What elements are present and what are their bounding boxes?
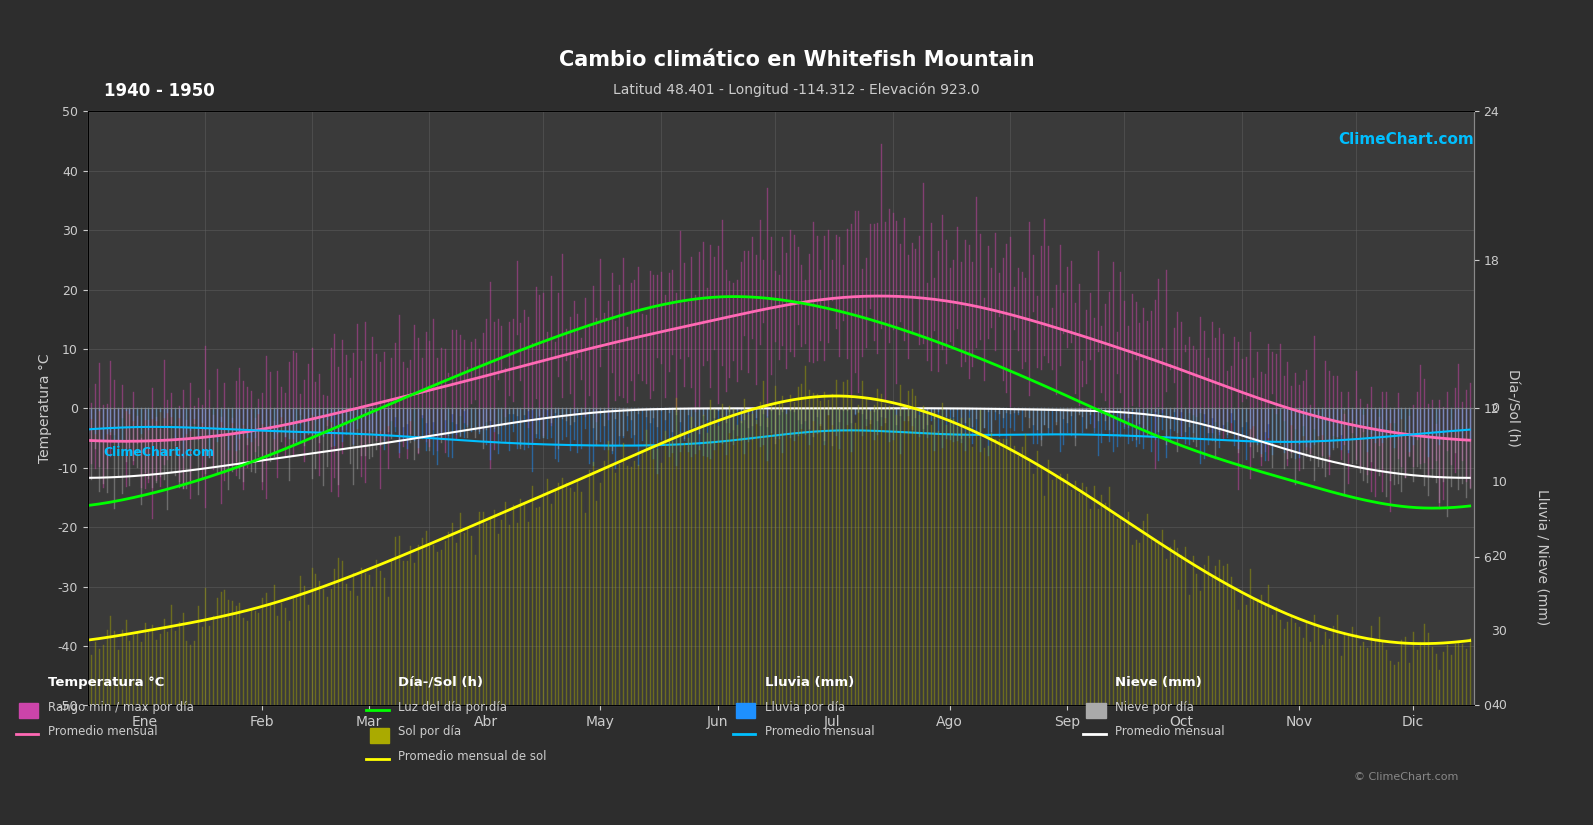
- Y-axis label: Día-/Sol (h): Día-/Sol (h): [1505, 370, 1520, 447]
- Text: Lluvia por día: Lluvia por día: [765, 700, 844, 714]
- Text: Luz del día por día: Luz del día por día: [398, 700, 507, 714]
- Text: Temperatura °C: Temperatura °C: [48, 676, 164, 689]
- Text: Lluvia (mm): Lluvia (mm): [765, 676, 854, 689]
- Y-axis label: Temperatura °C: Temperatura °C: [38, 354, 53, 463]
- Text: 20: 20: [1491, 550, 1507, 563]
- Text: 0: 0: [1491, 402, 1499, 415]
- Text: © ClimeChart.com: © ClimeChart.com: [1354, 771, 1459, 781]
- Text: Nieve por día: Nieve por día: [1115, 700, 1195, 714]
- Text: 30: 30: [1491, 625, 1507, 638]
- Text: ClimeChart.com: ClimeChart.com: [104, 446, 215, 459]
- Text: ClimeChart.com: ClimeChart.com: [1338, 132, 1474, 147]
- Text: Rango min / max por día: Rango min / max por día: [48, 700, 194, 714]
- Text: Promedio mensual de sol: Promedio mensual de sol: [398, 750, 546, 763]
- Text: Promedio mensual: Promedio mensual: [765, 725, 875, 738]
- Text: Nieve (mm): Nieve (mm): [1115, 676, 1201, 689]
- Text: 10: 10: [1491, 476, 1507, 489]
- Text: Cambio climático en Whitefish Mountain: Cambio climático en Whitefish Mountain: [559, 50, 1034, 69]
- Text: Día-/Sol (h): Día-/Sol (h): [398, 676, 483, 689]
- Text: Sol por día: Sol por día: [398, 725, 462, 738]
- Text: Lluvia / Nieve (mm): Lluvia / Nieve (mm): [1536, 488, 1550, 625]
- Text: Promedio mensual: Promedio mensual: [48, 725, 158, 738]
- Text: Promedio mensual: Promedio mensual: [1115, 725, 1225, 738]
- Text: 1940 - 1950: 1940 - 1950: [104, 82, 215, 101]
- Text: 40: 40: [1491, 699, 1507, 712]
- Text: Latitud 48.401 - Longitud -114.312 - Elevación 923.0: Latitud 48.401 - Longitud -114.312 - Ele…: [613, 82, 980, 97]
